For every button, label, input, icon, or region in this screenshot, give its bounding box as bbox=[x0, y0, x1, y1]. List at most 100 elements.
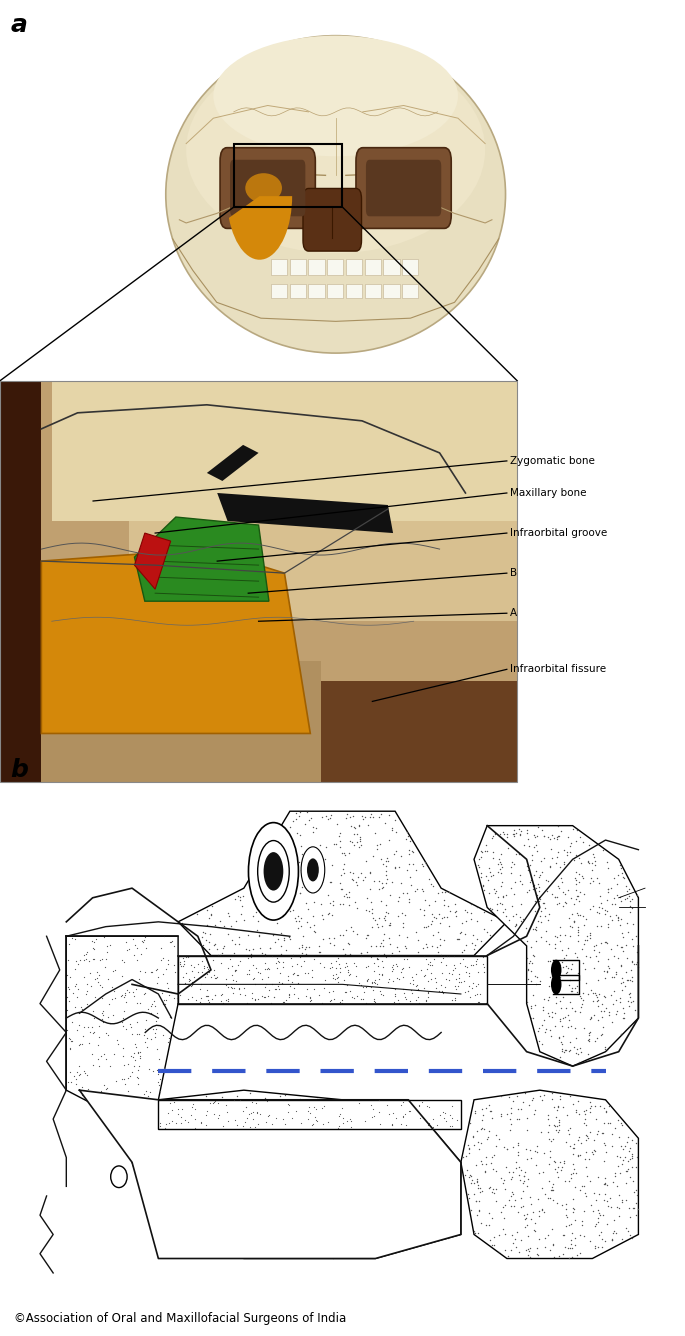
Point bbox=[554, 1245, 565, 1267]
Point bbox=[439, 1206, 450, 1228]
Point bbox=[277, 991, 288, 1013]
Point bbox=[453, 929, 464, 950]
Point bbox=[473, 1174, 484, 1196]
Point bbox=[559, 839, 570, 860]
Point bbox=[195, 978, 206, 999]
Point bbox=[386, 1114, 397, 1136]
Point bbox=[160, 994, 171, 1015]
Point bbox=[308, 978, 319, 999]
Point bbox=[556, 1039, 567, 1061]
Point bbox=[247, 1092, 258, 1113]
Point bbox=[336, 1158, 347, 1180]
Point bbox=[164, 931, 175, 953]
Point bbox=[558, 1042, 569, 1063]
Point bbox=[223, 975, 234, 997]
Point bbox=[206, 895, 217, 916]
Point bbox=[477, 1105, 488, 1126]
Circle shape bbox=[264, 852, 284, 891]
Point bbox=[401, 989, 412, 1010]
Point bbox=[403, 1188, 414, 1209]
Point bbox=[506, 878, 516, 899]
Point bbox=[367, 898, 378, 919]
Point bbox=[251, 919, 262, 941]
Point bbox=[327, 895, 338, 916]
Point bbox=[302, 1101, 313, 1122]
Point bbox=[76, 998, 87, 1019]
Point bbox=[260, 987, 271, 1009]
Point bbox=[481, 1146, 492, 1168]
Point bbox=[419, 1109, 429, 1130]
Point bbox=[66, 1011, 77, 1033]
Point bbox=[162, 1102, 173, 1124]
Point bbox=[274, 1086, 285, 1108]
Point bbox=[536, 1089, 547, 1110]
Polygon shape bbox=[134, 517, 269, 601]
Point bbox=[538, 892, 549, 914]
Point bbox=[554, 878, 565, 899]
Point bbox=[161, 973, 172, 994]
Point bbox=[254, 925, 265, 946]
Point bbox=[101, 949, 112, 970]
Point bbox=[599, 1113, 610, 1134]
Point bbox=[430, 967, 441, 989]
Point bbox=[623, 878, 634, 899]
Point bbox=[514, 906, 525, 927]
Point bbox=[583, 851, 594, 872]
Point bbox=[212, 1104, 223, 1125]
Polygon shape bbox=[217, 493, 393, 533]
Point bbox=[566, 979, 577, 1001]
Point bbox=[365, 1092, 376, 1113]
Point bbox=[135, 1046, 146, 1067]
Point bbox=[497, 856, 508, 878]
Point bbox=[433, 922, 444, 943]
Point bbox=[291, 870, 302, 891]
Point bbox=[96, 1046, 107, 1067]
Point bbox=[421, 1224, 432, 1245]
Point bbox=[374, 1113, 385, 1134]
Point bbox=[590, 1189, 601, 1210]
Point bbox=[573, 922, 584, 943]
Point bbox=[616, 967, 627, 989]
Point bbox=[403, 888, 414, 910]
Point bbox=[262, 895, 273, 916]
Point bbox=[616, 1023, 627, 1045]
Point bbox=[116, 966, 127, 987]
Point bbox=[628, 1197, 639, 1218]
Point bbox=[234, 888, 245, 910]
Point bbox=[601, 961, 612, 982]
Point bbox=[286, 831, 297, 852]
Point bbox=[539, 826, 550, 847]
Point bbox=[275, 862, 286, 883]
Point bbox=[525, 970, 536, 991]
Point bbox=[476, 842, 487, 863]
Point bbox=[432, 882, 443, 903]
Point bbox=[358, 1129, 369, 1150]
Point bbox=[411, 975, 422, 997]
Point bbox=[97, 977, 108, 998]
Point bbox=[384, 969, 395, 990]
Point bbox=[623, 990, 634, 1011]
Point bbox=[140, 926, 151, 947]
Point bbox=[560, 1214, 571, 1236]
Point bbox=[566, 903, 577, 925]
Point bbox=[75, 949, 86, 970]
Point bbox=[260, 945, 271, 966]
Point bbox=[497, 822, 508, 843]
Point bbox=[328, 1237, 339, 1259]
Point bbox=[566, 916, 577, 938]
Point bbox=[350, 818, 361, 839]
Point bbox=[132, 949, 142, 970]
Point bbox=[277, 1109, 288, 1130]
Point bbox=[152, 1101, 163, 1122]
Point bbox=[558, 1224, 569, 1245]
Point bbox=[388, 1122, 399, 1144]
Point bbox=[285, 975, 296, 997]
Point bbox=[189, 1109, 200, 1130]
Point bbox=[436, 907, 447, 929]
Point bbox=[296, 1113, 307, 1134]
Point bbox=[88, 1001, 99, 1022]
Point bbox=[166, 1153, 177, 1174]
Point bbox=[86, 1043, 97, 1065]
Point bbox=[531, 884, 542, 906]
Point bbox=[160, 1200, 171, 1221]
